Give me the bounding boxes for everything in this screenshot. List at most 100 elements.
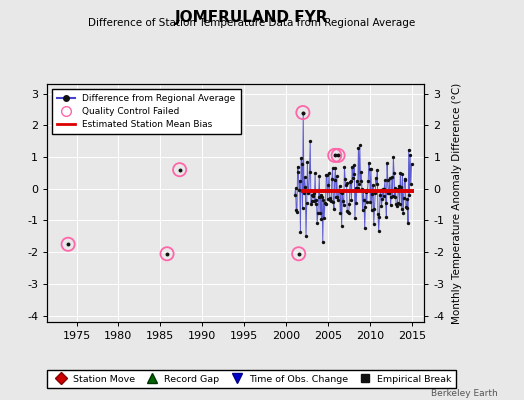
Point bbox=[355, 180, 363, 187]
Point bbox=[338, 190, 346, 196]
Point bbox=[297, 155, 305, 162]
Point bbox=[312, 200, 320, 207]
Point bbox=[335, 183, 344, 189]
Point bbox=[360, 196, 368, 203]
Point bbox=[386, 201, 395, 208]
Point bbox=[299, 109, 308, 116]
Point bbox=[345, 201, 354, 207]
Point bbox=[350, 162, 358, 168]
Point bbox=[319, 239, 327, 245]
Point bbox=[325, 170, 333, 176]
Point bbox=[401, 176, 409, 183]
Point bbox=[299, 109, 307, 116]
Point bbox=[176, 166, 184, 173]
Point bbox=[378, 196, 386, 202]
Point bbox=[329, 198, 337, 205]
Point bbox=[293, 163, 302, 170]
Y-axis label: Monthly Temperature Anomaly Difference (°C): Monthly Temperature Anomaly Difference (… bbox=[452, 82, 462, 324]
Point bbox=[321, 201, 330, 208]
Point bbox=[356, 142, 364, 148]
Point bbox=[365, 159, 373, 166]
Point bbox=[324, 182, 333, 189]
Point bbox=[361, 225, 369, 232]
Point bbox=[404, 220, 412, 227]
Point bbox=[392, 202, 401, 209]
Point bbox=[403, 196, 411, 202]
Point bbox=[354, 185, 362, 191]
Point bbox=[382, 214, 390, 220]
Text: Difference of Station Temperature Data from Regional Average: Difference of Station Temperature Data f… bbox=[88, 18, 415, 28]
Point bbox=[296, 228, 304, 235]
Point bbox=[334, 152, 342, 158]
Point bbox=[344, 210, 353, 216]
Point bbox=[374, 211, 382, 218]
Point bbox=[334, 197, 342, 203]
Point bbox=[321, 200, 329, 206]
Point bbox=[342, 180, 351, 186]
Point bbox=[388, 193, 397, 199]
Point bbox=[292, 207, 300, 213]
Point bbox=[380, 186, 388, 192]
Point bbox=[310, 190, 318, 196]
Point bbox=[311, 170, 319, 176]
Point bbox=[340, 164, 348, 170]
Point bbox=[383, 160, 391, 166]
Point bbox=[398, 171, 407, 177]
Point bbox=[388, 174, 396, 180]
Point bbox=[317, 216, 325, 223]
Point bbox=[64, 241, 72, 248]
Point bbox=[371, 190, 379, 196]
Point bbox=[397, 184, 405, 190]
Point bbox=[318, 193, 326, 200]
Point bbox=[333, 194, 342, 200]
Point bbox=[366, 198, 375, 205]
Legend: Difference from Regional Average, Quality Control Failed, Estimated Station Mean: Difference from Regional Average, Qualit… bbox=[52, 88, 241, 134]
Point bbox=[407, 180, 415, 187]
Point bbox=[316, 192, 325, 198]
Point bbox=[398, 206, 406, 213]
Point bbox=[334, 152, 342, 158]
Point bbox=[350, 170, 358, 177]
Point bbox=[327, 198, 335, 204]
Point bbox=[294, 250, 303, 257]
Point bbox=[369, 221, 378, 228]
Point bbox=[370, 206, 379, 212]
Point bbox=[300, 174, 309, 180]
Point bbox=[310, 198, 319, 204]
Point bbox=[163, 250, 171, 257]
Point bbox=[384, 190, 392, 196]
Point bbox=[294, 250, 303, 257]
Point bbox=[387, 193, 396, 200]
Point bbox=[315, 173, 323, 179]
Point bbox=[340, 202, 348, 208]
Point bbox=[314, 210, 322, 216]
Point bbox=[400, 175, 409, 182]
Point bbox=[365, 165, 374, 172]
Point bbox=[361, 204, 369, 210]
Point bbox=[407, 161, 416, 168]
Point bbox=[394, 186, 402, 192]
Point bbox=[337, 223, 346, 229]
Point bbox=[392, 200, 400, 207]
Point bbox=[384, 176, 392, 183]
Point bbox=[372, 174, 380, 181]
Point bbox=[395, 182, 403, 189]
Point bbox=[300, 190, 308, 196]
Point bbox=[396, 201, 404, 208]
Point bbox=[304, 188, 313, 194]
Text: JOMFRULAND FYR: JOMFRULAND FYR bbox=[175, 10, 328, 25]
Point bbox=[367, 166, 375, 172]
Point bbox=[335, 188, 343, 194]
Point bbox=[373, 167, 381, 173]
Point bbox=[64, 241, 72, 248]
Point bbox=[356, 178, 365, 184]
Point bbox=[313, 220, 321, 226]
Point bbox=[344, 208, 352, 215]
Point bbox=[353, 178, 361, 184]
Point bbox=[333, 173, 341, 180]
Point bbox=[295, 186, 303, 193]
Point bbox=[358, 207, 367, 213]
Point bbox=[316, 210, 324, 216]
Point bbox=[399, 210, 407, 216]
Point bbox=[389, 154, 398, 160]
